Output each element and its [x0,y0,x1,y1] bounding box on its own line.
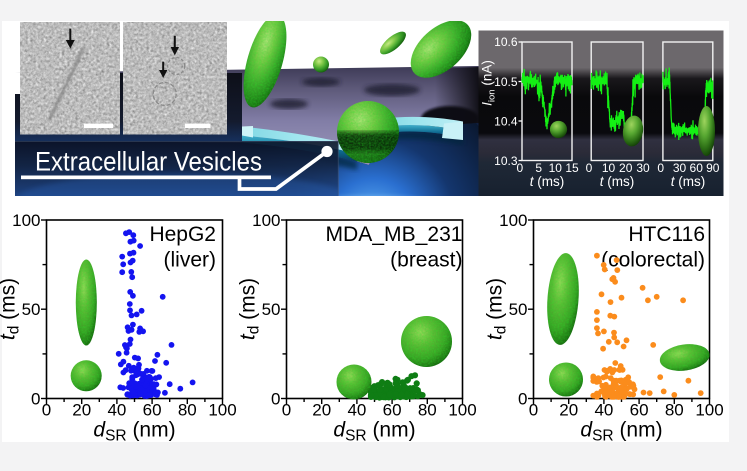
svg-text:0: 0 [518,390,527,409]
svg-text:10.3: 10.3 [494,154,518,168]
svg-text:100: 100 [448,401,476,420]
svg-text:HepG2: HepG2 [149,223,216,246]
svg-text:10.4: 10.4 [494,114,518,128]
svg-text:100: 100 [695,401,723,420]
svg-text:t (ms): t (ms) [600,174,635,189]
svg-text:0: 0 [271,390,280,409]
svg-text:50: 50 [262,300,281,319]
svg-text:30: 30 [673,161,687,175]
svg-text:100: 100 [252,211,280,230]
svg-text:t (ms): t (ms) [671,174,706,189]
svg-text:td (ms): td (ms) [237,278,263,340]
svg-text:td (ms): td (ms) [0,278,23,340]
svg-text:dSR (nm): dSR (nm) [580,419,662,445]
svg-text:MDA_MB_231: MDA_MB_231 [326,223,463,246]
svg-text:20: 20 [72,401,91,420]
svg-text:60: 60 [630,401,649,420]
svg-text:0: 0 [31,390,40,409]
svg-text:20: 20 [559,401,578,420]
svg-text:60: 60 [690,161,704,175]
svg-text:dSR (nm): dSR (nm) [333,419,415,445]
svg-text:0: 0 [282,401,291,420]
svg-text:50: 50 [509,300,528,319]
svg-text:0: 0 [657,161,664,175]
svg-text:40: 40 [347,401,366,420]
svg-text:td (ms): td (ms) [484,278,510,340]
svg-text:10: 10 [602,161,616,175]
svg-text:t (ms): t (ms) [530,174,565,189]
svg-text:0: 0 [529,401,538,420]
svg-text:(liver): (liver) [164,249,217,272]
svg-text:Iion (nA): Iion (nA) [480,60,498,106]
svg-text:50: 50 [22,300,41,319]
svg-text:HTC116: HTC116 [628,223,705,246]
svg-text:60: 60 [143,401,162,420]
svg-text:5: 5 [535,161,542,175]
svg-text:10.5: 10.5 [494,75,518,89]
svg-text:40: 40 [107,401,126,420]
svg-text:100: 100 [499,211,527,230]
svg-text:20: 20 [619,161,633,175]
svg-text:60: 60 [383,401,402,420]
svg-text:80: 80 [418,401,437,420]
svg-text:15: 15 [565,161,579,175]
svg-text:30: 30 [636,161,650,175]
svg-text:40: 40 [594,401,613,420]
svg-text:0: 0 [516,161,523,175]
svg-text:0: 0 [42,401,51,420]
svg-text:90: 90 [706,161,720,175]
svg-text:80: 80 [665,401,684,420]
svg-text:10.6: 10.6 [494,35,518,49]
svg-text:100: 100 [208,401,236,420]
svg-text:(colorectal): (colorectal) [601,249,705,272]
svg-text:0: 0 [586,161,593,175]
svg-text:(breast): (breast) [390,249,462,272]
svg-text:20: 20 [312,401,331,420]
svg-text:dSR (nm): dSR (nm) [93,419,175,445]
svg-text:100: 100 [12,211,40,230]
svg-text:10: 10 [549,161,563,175]
svg-text:80: 80 [178,401,197,420]
svg-text:Extracellular Vesicles: Extracellular Vesicles [35,147,262,177]
